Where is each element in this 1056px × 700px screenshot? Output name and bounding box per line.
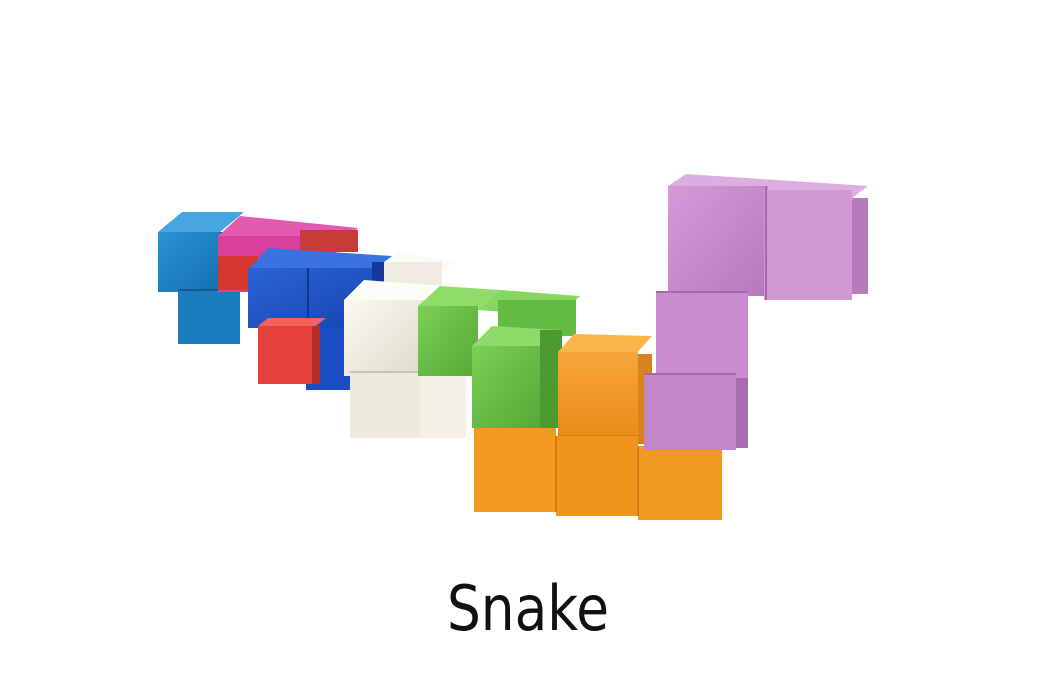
caption-label: Snake	[446, 572, 610, 645]
red-piece	[258, 318, 326, 384]
lavender-piece	[644, 174, 868, 450]
green-piece	[418, 286, 580, 428]
block-snake-photo	[158, 174, 868, 520]
magenta-red-piece	[218, 216, 358, 292]
orange-piece	[474, 334, 722, 520]
